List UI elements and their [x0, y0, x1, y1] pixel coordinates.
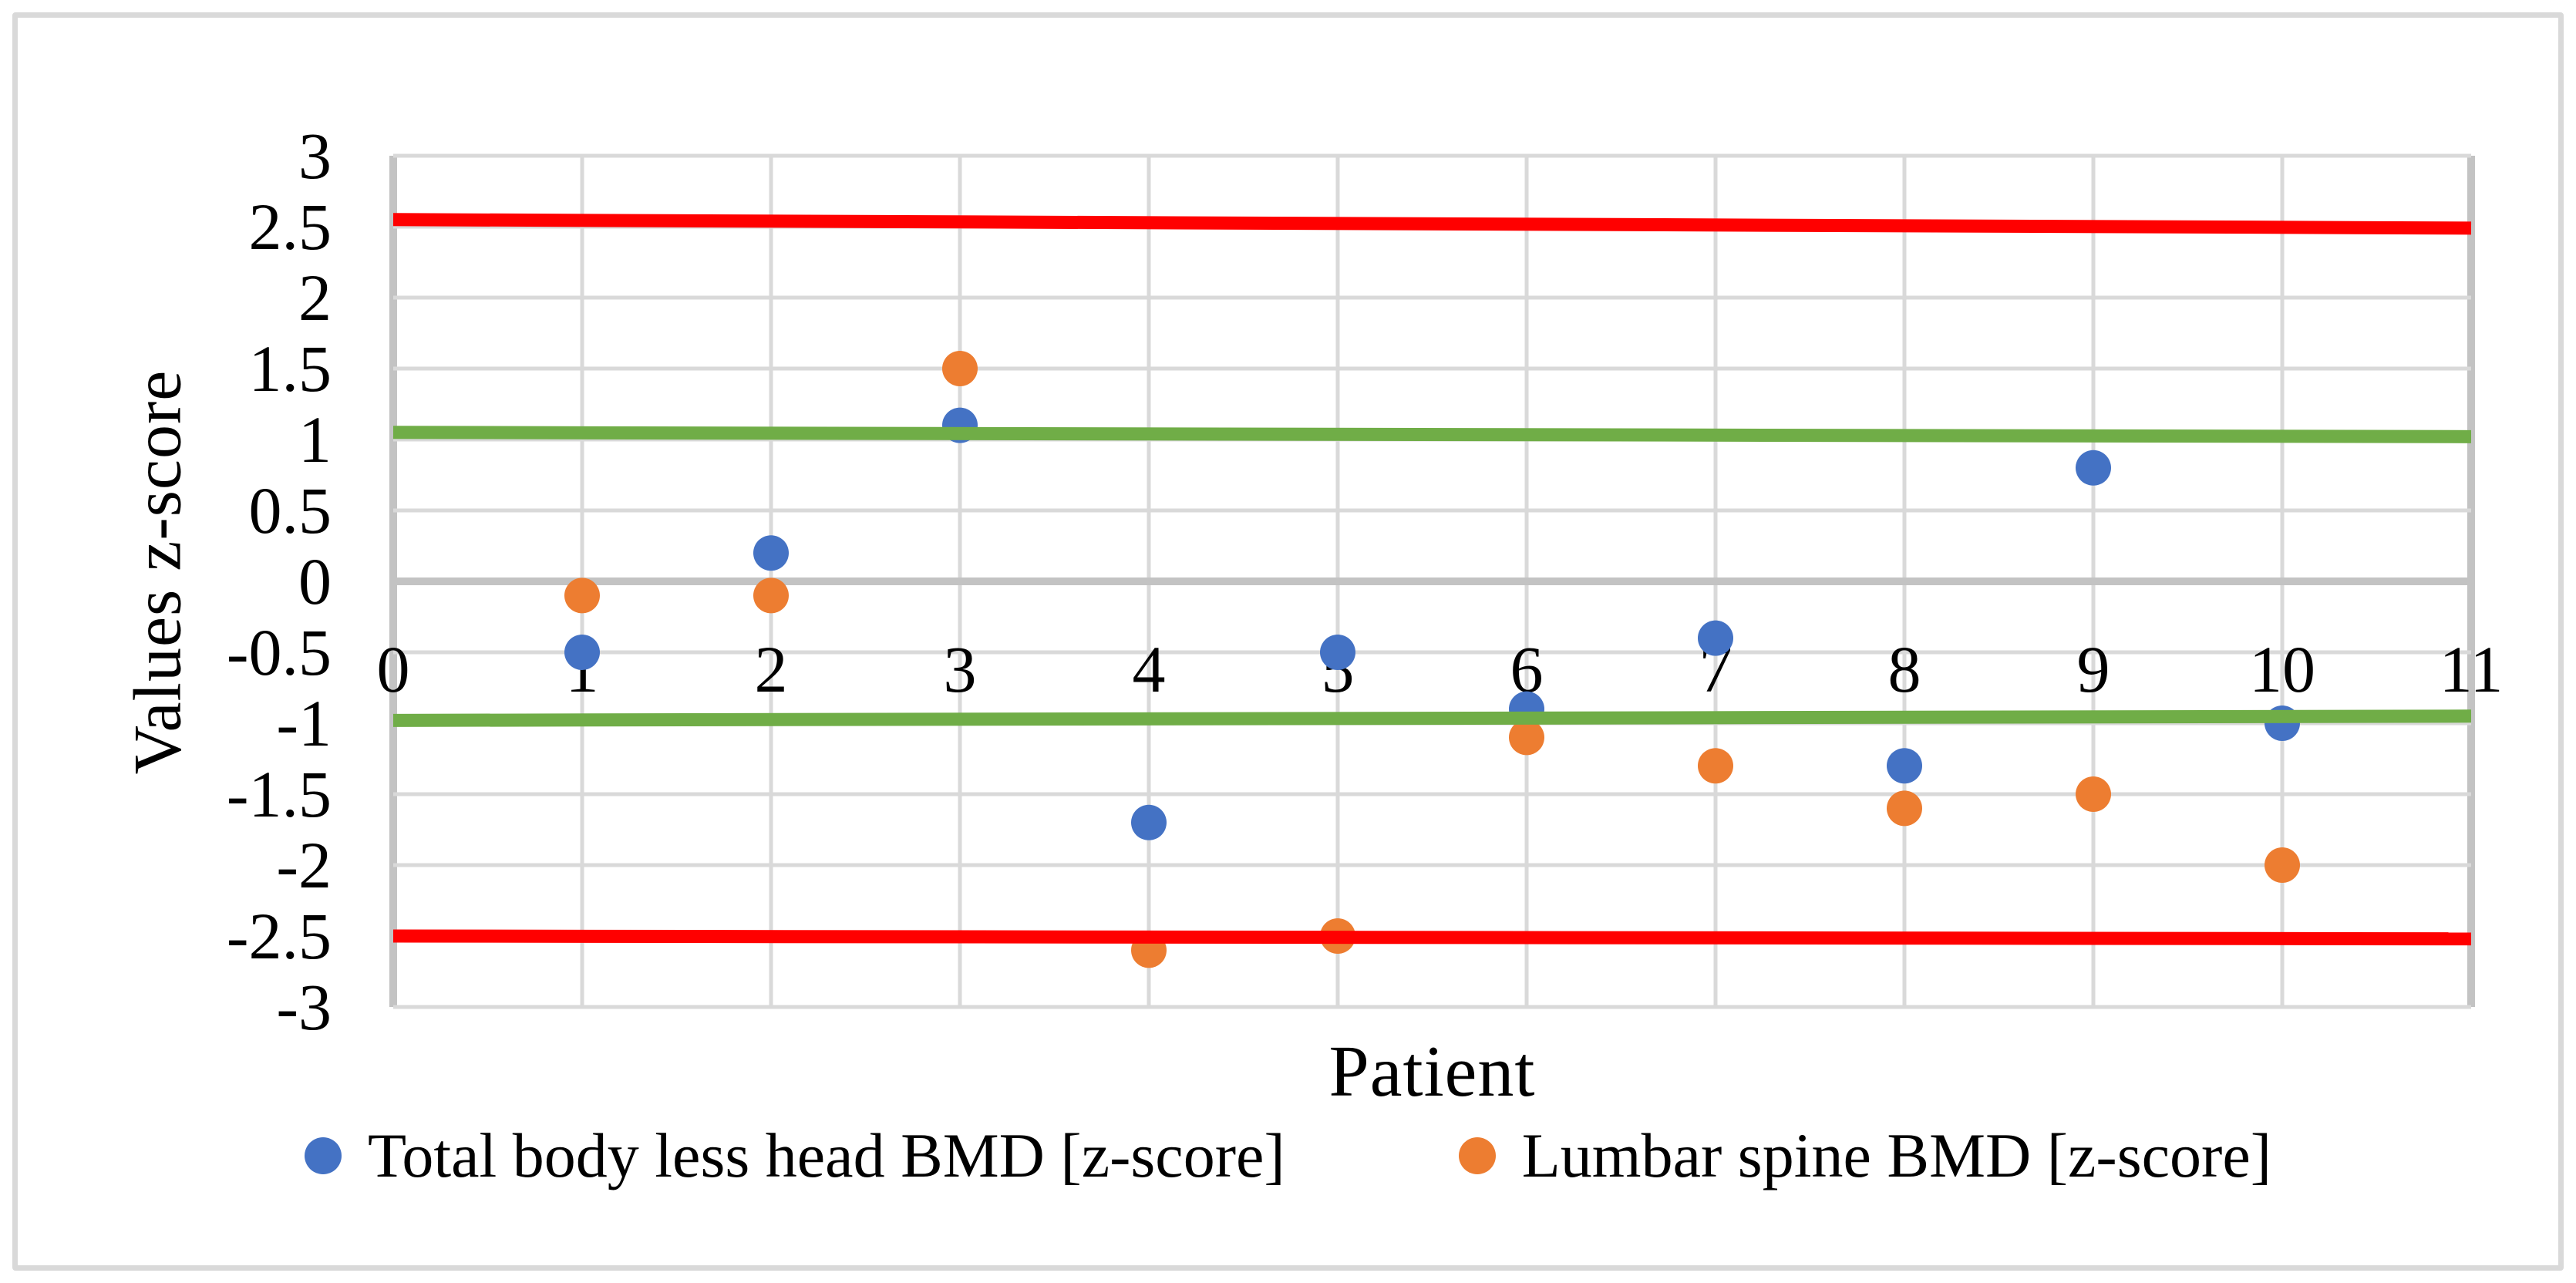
legend-item-lumbar-spine: Lumbar spine BMD [z-score] — [1458, 1120, 2272, 1192]
data-point-series1-patient7 — [1698, 748, 1733, 784]
y-tick-label--0.5: -0.5 — [227, 615, 332, 689]
data-point-series0-patient7 — [1698, 620, 1733, 656]
reference-line-lower-red-threshold — [392, 929, 2472, 946]
data-point-series1-patient9 — [2076, 776, 2111, 812]
x-tick-label-8: 8 — [1888, 632, 1921, 706]
x-tick-label-4: 4 — [1133, 632, 1166, 706]
data-point-series1-patient6 — [1509, 719, 1544, 756]
data-point-series0-patient2 — [753, 535, 789, 571]
x-tick-label-10: 10 — [2249, 632, 2315, 706]
legend-item-total-body: Total body less head BMD [z-score] — [304, 1120, 1285, 1192]
y-tick-label--2.5: -2.5 — [227, 899, 332, 973]
data-point-series1-patient1 — [564, 578, 600, 614]
x-tick-label-3: 3 — [944, 632, 977, 706]
data-point-series0-patient5 — [1320, 635, 1355, 670]
y-tick-label-0.5: 0.5 — [249, 473, 332, 547]
legend-marker-total-body-icon — [304, 1137, 342, 1174]
y-tick-label-0: 0 — [298, 544, 332, 618]
data-point-series0-patient4 — [1131, 804, 1167, 840]
data-point-series0-patient8 — [1887, 748, 1922, 784]
data-point-series0-patient1 — [564, 635, 600, 670]
legend-label-total-body: Total body less head BMD [z-score] — [367, 1120, 1285, 1190]
y-tick-label--3: -3 — [276, 970, 332, 1044]
reference-line-upper-red-threshold — [392, 213, 2472, 235]
chart-legend: Total body less head BMD [z-score] Lumba… — [0, 1120, 2576, 1192]
y-tick-label-1: 1 — [298, 402, 332, 476]
legend-marker-lumbar-spine-icon — [1458, 1137, 1496, 1174]
x-axis-title: Patient — [1328, 1032, 1536, 1112]
data-point-series1-patient10 — [2265, 847, 2300, 883]
data-point-series1-patient8 — [1887, 790, 1922, 827]
data-point-series1-patient2 — [753, 578, 789, 614]
y-tick-label-1.5: 1.5 — [249, 332, 332, 406]
y-tick-label--1.5: -1.5 — [227, 757, 332, 831]
reference-line-lower-green-threshold — [392, 709, 2472, 727]
y-tick-label--1: -1 — [276, 686, 332, 760]
y-tick-label--2: -2 — [276, 828, 332, 902]
x-tick-label-9: 9 — [2077, 632, 2110, 706]
data-point-series1-patient3 — [942, 351, 978, 386]
reference-line-upper-green-threshold — [392, 426, 2472, 443]
y-tick-label-2: 2 — [298, 261, 332, 335]
y-tick-label-2.5: 2.5 — [249, 190, 332, 264]
x-tick-label-2: 2 — [755, 632, 788, 706]
data-point-series0-patient9 — [2076, 450, 2111, 486]
y-tick-label-3: 3 — [298, 119, 332, 193]
legend-label-lumbar-spine: Lumbar spine BMD [z-score] — [1521, 1120, 2272, 1190]
x-tick-label-0: 0 — [377, 632, 410, 706]
y-axis-title-text: Values z-score — [120, 369, 196, 775]
x-tick-label-11: 11 — [2440, 632, 2504, 706]
